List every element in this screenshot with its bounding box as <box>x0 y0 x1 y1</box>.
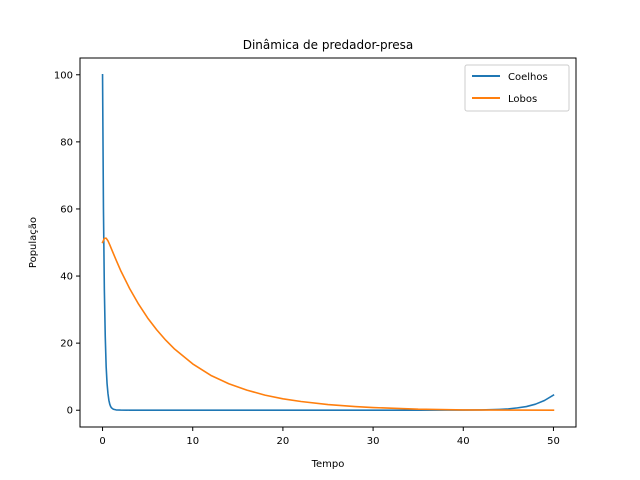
series-layer <box>101 73 555 412</box>
plot-area <box>80 58 576 427</box>
y-axis-label: População <box>28 217 39 268</box>
x-tick-label: 40 <box>457 436 470 447</box>
y-tick-label: 40 <box>60 272 73 283</box>
y-tick-label: 20 <box>60 339 73 350</box>
legend-label-lobos: Lobos <box>508 94 537 105</box>
y-ticks: 0 20 40 60 80 100 <box>54 70 80 417</box>
y-tick-label: 0 <box>67 406 73 417</box>
x-tick-label: 10 <box>186 436 199 447</box>
chart-title: Dinâmica de predador-presa <box>243 38 414 52</box>
legend-label-coelhos: Coelhos <box>508 72 548 83</box>
series-line-coelhos <box>101 73 555 412</box>
x-tick-label: 30 <box>367 436 380 447</box>
y-tick-label: 60 <box>60 204 73 215</box>
x-axis-label: Tempo <box>311 459 345 470</box>
x-tick-label: 20 <box>277 436 290 447</box>
x-ticks: 0 10 20 30 40 50 <box>99 427 560 447</box>
plot-frame <box>79 57 577 428</box>
series-line-lobos <box>101 237 555 411</box>
y-tick-label: 80 <box>60 137 73 148</box>
x-tick-label: 50 <box>547 436 560 447</box>
x-tick-label: 0 <box>99 436 105 447</box>
legend: Coelhos Lobos <box>464 64 570 112</box>
y-tick-label: 100 <box>54 70 73 81</box>
